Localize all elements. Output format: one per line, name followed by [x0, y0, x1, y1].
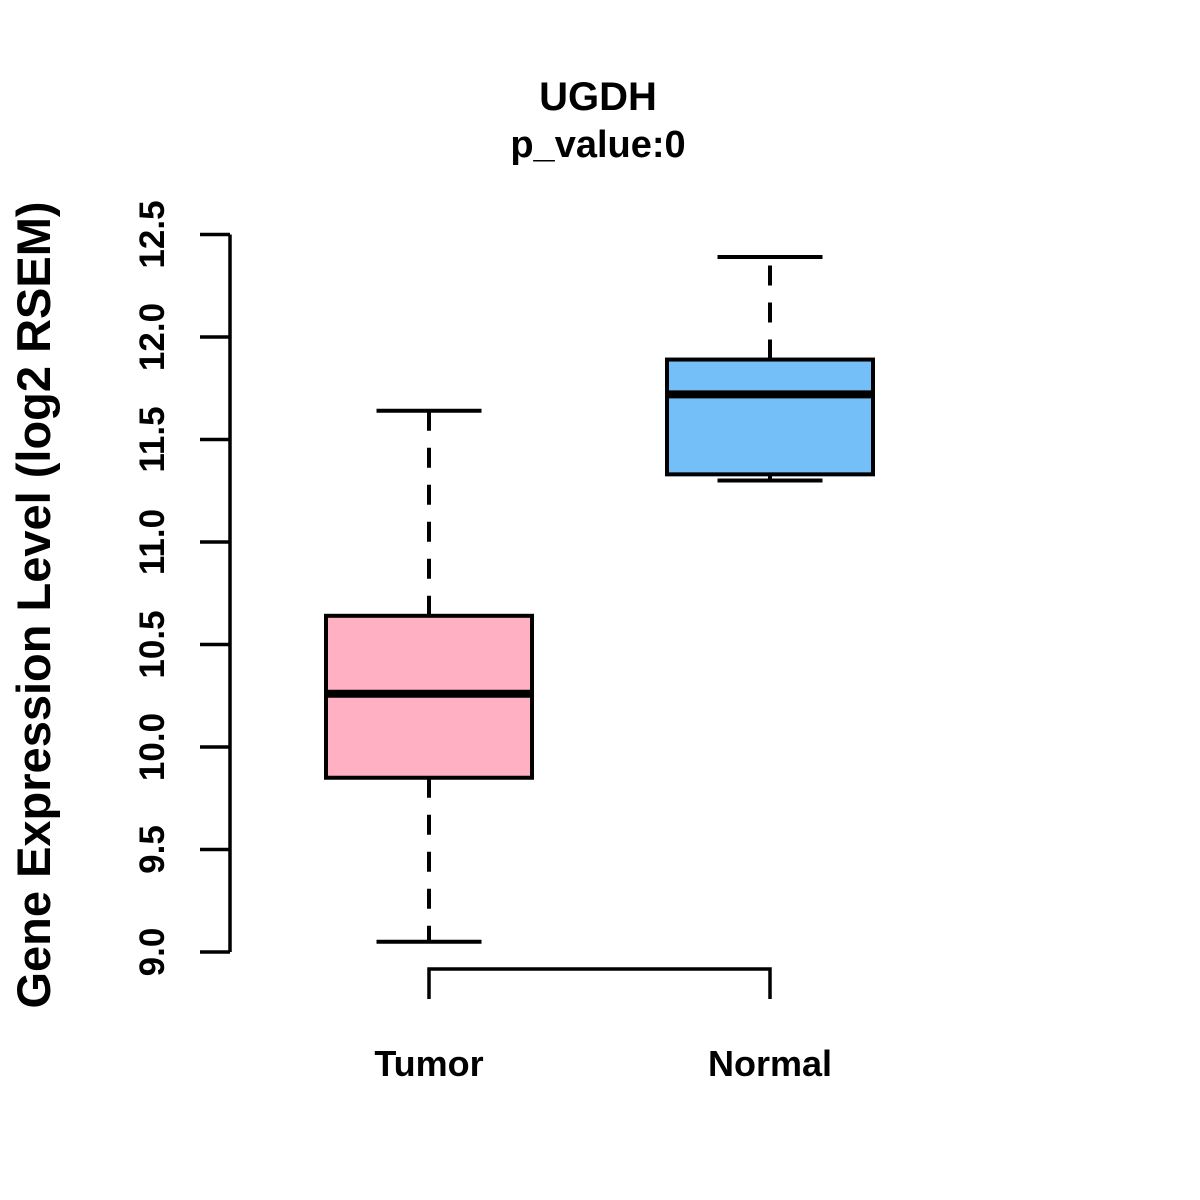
y-axis: 9.0 9.5 10.0 10.5 11.0 11.5 12.0 12.5: [133, 200, 232, 977]
y-tick-label: 12.0: [133, 303, 172, 371]
iqr-box: [665, 357, 875, 477]
y-tick-label: 9.5: [133, 825, 172, 874]
y-tick-label: 11.0: [133, 509, 172, 575]
x-axis: Tumor Normal: [374, 967, 832, 1084]
y-tick-label: 9.0: [133, 928, 172, 977]
box-group-tumor: [324, 408, 534, 944]
y-tick-label: 10.0: [133, 713, 172, 781]
x-category-label-normal: Normal: [708, 1043, 832, 1084]
y-tick-label: 11.5: [133, 406, 172, 472]
chart-title: UGDH: [539, 75, 657, 119]
y-axis-label: Gene Expression Level (log2 RSEM): [7, 201, 60, 1008]
chart-subtitle: p_value:0: [510, 124, 685, 166]
x-category-label-tumor: Tumor: [374, 1043, 483, 1084]
x-axis-bracket: [427, 967, 772, 999]
boxes-layer: [324, 255, 875, 944]
y-tick-label: 12.5: [133, 200, 172, 268]
box-group-normal: [665, 255, 875, 483]
y-tick-label: 10.5: [133, 610, 172, 678]
